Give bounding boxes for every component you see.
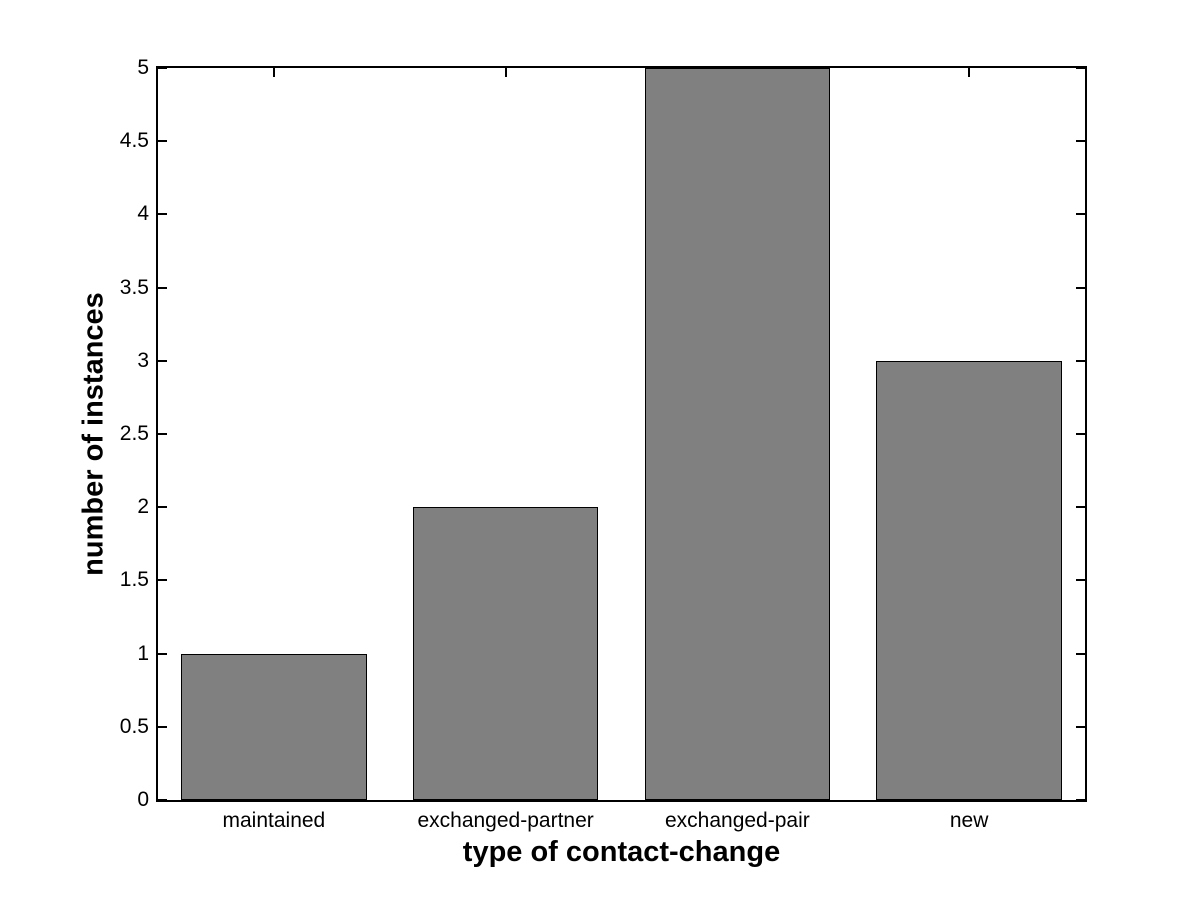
- y-tick-mark-left: [158, 140, 167, 143]
- y-tick-mark-right: [1076, 652, 1085, 655]
- x-tick-label: maintained: [222, 809, 326, 832]
- y-tick-label: 2: [137, 495, 149, 519]
- x-tick-mark-top: [504, 68, 507, 77]
- y-tick-mark-right: [1076, 579, 1085, 582]
- y-tick-label: 4: [137, 202, 149, 226]
- y-tick-mark-left: [158, 433, 167, 435]
- y-tick-mark-right: [1076, 213, 1085, 216]
- x-tick-mark-top: [272, 68, 275, 77]
- bar-exchanged-partner: [412, 507, 599, 800]
- y-tick-mark-left: [158, 213, 167, 216]
- y-tick-label: 0.5: [119, 714, 149, 738]
- y-tick-label: 1: [137, 641, 149, 665]
- bar-new: [876, 360, 1062, 800]
- y-tick-mark-right: [1076, 359, 1085, 362]
- y-tick-label: 0: [137, 788, 149, 811]
- y-tick-label: 2.5: [119, 422, 149, 445]
- x-tick-label: exchanged-pair: [664, 809, 810, 832]
- y-tick-mark-left: [158, 506, 167, 509]
- y-tick-label: 5: [137, 56, 149, 79]
- y-tick-label: 4.5: [119, 129, 149, 153]
- x-tick-label: new: [949, 809, 989, 832]
- y-tick-label: 3.5: [119, 275, 149, 299]
- y-tick-mark-right: [1076, 799, 1085, 801]
- y-tick-mark-right: [1076, 67, 1085, 69]
- x-tick-mark-top: [968, 68, 971, 77]
- x-tick-label: exchanged-partner: [417, 809, 594, 832]
- plot-area: [156, 66, 1087, 802]
- y-tick-mark-left: [158, 652, 167, 655]
- y-tick-label: 3: [137, 348, 149, 372]
- y-tick-label: 1.5: [119, 568, 149, 592]
- y-tick-mark-right: [1076, 140, 1085, 143]
- bar-exchanged-pair: [644, 68, 831, 800]
- y-tick-mark-left: [158, 67, 167, 69]
- y-tick-mark-left: [158, 359, 167, 362]
- y-tick-mark-left: [158, 799, 167, 801]
- y-tick-mark-left: [158, 725, 167, 728]
- y-tick-mark-right: [1076, 725, 1085, 728]
- bar-maintained: [181, 653, 367, 800]
- y-tick-mark-left: [158, 579, 167, 582]
- y-tick-mark-right: [1076, 286, 1085, 289]
- y-tick-mark-right: [1076, 506, 1085, 509]
- x-axis-label: type of contact-change: [462, 836, 781, 868]
- y-tick-mark-left: [158, 286, 167, 289]
- y-tick-mark-right: [1076, 433, 1085, 435]
